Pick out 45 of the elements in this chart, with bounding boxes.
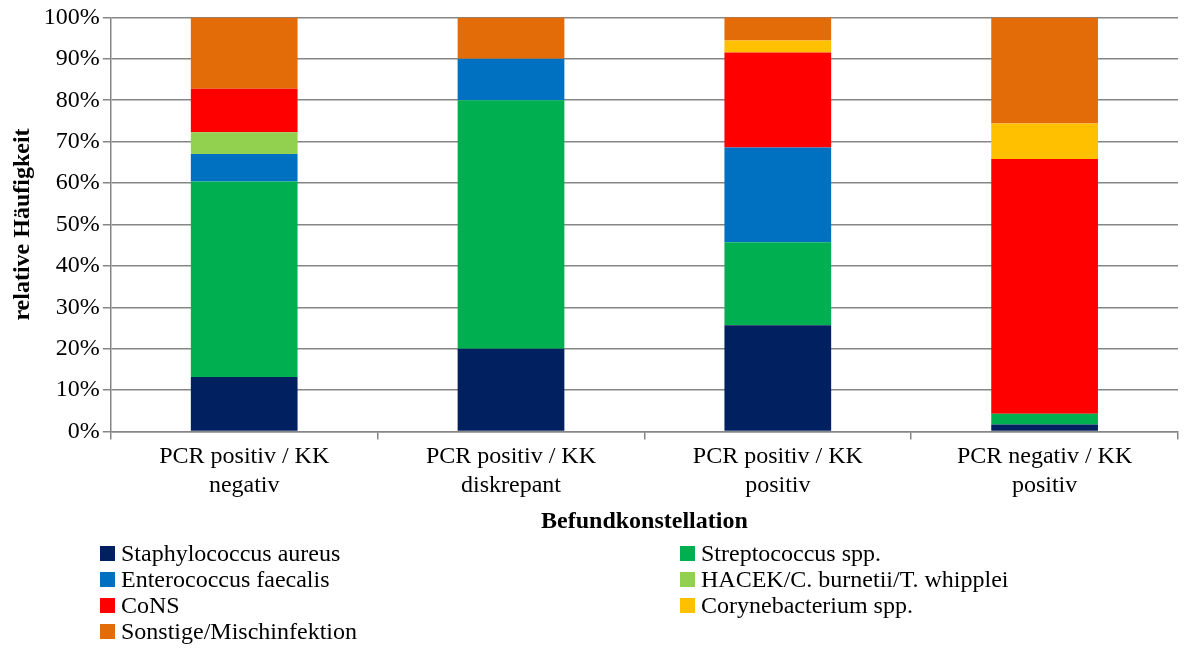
y-tick-label: 20% xyxy=(55,334,100,361)
bar xyxy=(991,424,1098,431)
bar xyxy=(190,376,298,431)
legend-label: CoNS xyxy=(121,592,180,618)
legend-label: Staphylococcus aureus xyxy=(121,540,341,566)
x-tick-label: PCR negativ / KK positiv xyxy=(956,442,1133,498)
legend-label: Corynebacterium spp. xyxy=(701,592,913,618)
bar xyxy=(724,325,832,431)
bar xyxy=(991,159,1098,414)
x-tick-label: PCR positiv / KK positiv xyxy=(692,442,864,498)
y-tick-label: 70% xyxy=(55,126,100,153)
legend-label: Sonstige/Mischinfektion xyxy=(121,618,357,644)
bar xyxy=(190,132,298,155)
y-tick-label: 90% xyxy=(55,44,100,71)
bar xyxy=(190,88,298,133)
legend-label: HACEK/C. burnetii/T. whipplei xyxy=(701,566,1009,592)
legend-label: Streptococcus spp. xyxy=(701,540,881,566)
bar xyxy=(991,123,1098,160)
legend-label: Enterococcus faecalis xyxy=(121,566,330,592)
y-tick-label: 10% xyxy=(55,375,100,402)
bar xyxy=(724,147,832,243)
bar xyxy=(724,242,832,326)
y-tick-label: 100% xyxy=(43,2,100,29)
bar xyxy=(724,52,832,148)
bar xyxy=(190,154,298,182)
bar xyxy=(457,348,565,431)
bar xyxy=(991,17,1098,124)
bar xyxy=(457,100,565,349)
x-axis-title: Befundkonstellation xyxy=(541,506,748,533)
bar xyxy=(724,40,832,53)
x-tick-label: PCR positiv / KK diskrepant xyxy=(425,442,597,498)
y-axis-title: relative Häufigkeit xyxy=(7,128,34,321)
bar xyxy=(991,413,1098,425)
y-tick-label: 60% xyxy=(55,168,100,195)
bar xyxy=(457,58,565,101)
y-tick-label: 40% xyxy=(55,251,100,278)
bar xyxy=(724,17,832,41)
y-tick-label: 30% xyxy=(55,292,100,319)
y-tick-label: 0% xyxy=(67,416,100,443)
y-tick-label: 50% xyxy=(55,209,100,236)
bar xyxy=(190,17,298,89)
bar xyxy=(457,17,565,59)
y-tick-label: 80% xyxy=(55,85,100,112)
x-tick-label: PCR positiv / KK negativ xyxy=(159,442,330,498)
bar xyxy=(190,181,298,377)
